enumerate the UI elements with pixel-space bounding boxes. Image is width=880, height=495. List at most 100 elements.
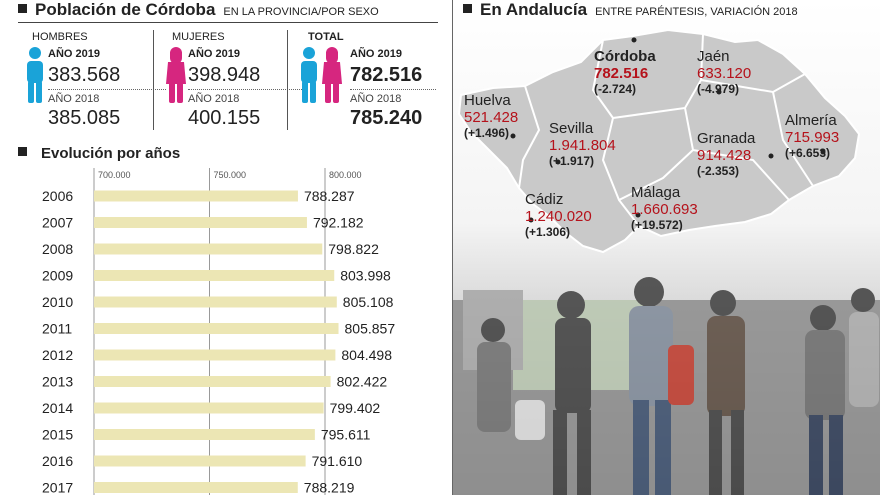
province-name: Málaga [631, 184, 681, 201]
province-name: Almería [785, 112, 837, 129]
province-population: 633.120 [697, 65, 752, 83]
province-population: 1.660.693 [631, 201, 698, 219]
left-header: Población de Córdoba EN LA PROVINCIA/POR … [18, 0, 379, 22]
province-change: (+19.572) [631, 217, 683, 232]
left-title: Población de Córdoba [35, 0, 216, 19]
bar [94, 482, 298, 493]
value-label: 798.822 [328, 241, 379, 257]
province-population: 1.240.020 [525, 208, 592, 226]
bullet-square-icon [18, 147, 27, 156]
bar [94, 243, 323, 255]
province-name: Cádiz [525, 191, 564, 208]
province-granada: Granada 914.428 (-2.353) [697, 130, 755, 178]
hombres-label: HOMBRES [32, 31, 88, 43]
bullet-square-icon [463, 4, 472, 13]
year-label: 2015 [42, 427, 73, 443]
female-person-icon [166, 47, 186, 103]
left-subtitle: EN LA PROVINCIA/POR SEXO [223, 6, 379, 18]
mujeres-label: MUJERES [172, 31, 225, 43]
province-name: Huelva [464, 92, 511, 109]
total-value-2018: 785.240 [350, 107, 423, 129]
value-label: 788.287 [304, 188, 355, 204]
year-label: 2006 [42, 188, 73, 204]
dotted-divider [350, 89, 436, 90]
dotted-divider [48, 89, 166, 90]
province-change: (+1.917) [549, 153, 595, 168]
value-label: 799.402 [330, 400, 381, 416]
stat-hombres: HOMBRES AÑO 2019 383.568 AÑO 2018 385.08… [18, 30, 166, 130]
mujeres-year-2019: AÑO 2019 [188, 48, 240, 60]
province-malaga: Málaga 1.660.693 (+19.572) [631, 184, 698, 232]
province-change: (-2.353) [697, 163, 740, 178]
province-change: (+6.653) [785, 145, 831, 160]
tick-label: 750.000 [214, 170, 247, 180]
bar [94, 323, 339, 334]
province-jaen: Jaén 633.120 (-4.979) [697, 48, 751, 96]
year-label: 2012 [42, 347, 73, 363]
total-label: TOTAL [308, 31, 344, 43]
year-label: 2007 [42, 215, 73, 231]
pedestrians-photo [453, 277, 880, 495]
mujeres-value-2018: 400.155 [188, 107, 261, 129]
bar [94, 217, 307, 228]
value-label: 788.219 [304, 480, 355, 495]
value-label: 803.998 [340, 268, 391, 284]
right-title: En Andalucía [480, 0, 588, 19]
hombres-year-2019: AÑO 2019 [48, 48, 100, 60]
province-population: 914.428 [697, 147, 752, 165]
stat-mujeres: MUJERES AÑO 2019 398.948 AÑO 2018 400.15… [158, 30, 306, 130]
value-label: 792.182 [313, 215, 364, 231]
year-label: 2010 [42, 294, 73, 310]
bullet-square-icon [18, 4, 27, 13]
province-change: (-2.724) [594, 81, 637, 96]
map-pin-icons [510, 37, 826, 223]
tick-label: 700.000 [98, 170, 131, 180]
tick-label: 800.000 [329, 170, 362, 180]
province-change: (+1.496) [464, 125, 510, 140]
total-value-2019: 782.516 [350, 64, 423, 86]
value-label: 804.498 [341, 347, 392, 363]
mujeres-value-2019: 398.948 [188, 64, 261, 86]
andalucia-map [453, 0, 880, 495]
bar [94, 190, 298, 202]
value-label: 805.857 [345, 321, 396, 337]
bar [94, 349, 336, 361]
couple-icon [301, 47, 342, 103]
value-label: 791.610 [312, 453, 363, 469]
province-name: Córdoba [594, 48, 656, 65]
stat-separator [153, 30, 154, 130]
stat-separator [287, 30, 288, 130]
year-label: 2013 [42, 374, 73, 390]
population-bar-chart: 700.000 750.000 800.000 2006 788.287 2007 792.… [42, 168, 396, 495]
province-cordoba: Córdoba 782.516 (-2.724) [594, 48, 656, 96]
right-subtitle: ENTRE PARÉNTESIS, VARIACIÓN 2018 [595, 6, 798, 18]
total-year-2019: AÑO 2019 [350, 48, 402, 60]
hombres-value-2018: 385.085 [48, 107, 121, 129]
year-label: 2011 [42, 321, 72, 337]
male-person-icon [27, 47, 43, 103]
hombres-value-2019: 383.568 [48, 64, 121, 86]
andalucia-panel: En Andalucía ENTRE PARÉNTESIS, VARIACIÓN … [453, 0, 880, 495]
bar [94, 402, 324, 414]
province-change: (+1.306) [525, 224, 571, 239]
province-sevilla: Sevilla 1.941.804 (+1.917) [549, 120, 616, 168]
dotted-divider [188, 89, 306, 90]
province-name: Sevilla [549, 120, 594, 137]
bar [94, 376, 331, 387]
stat-total: TOTAL AÑO 2019 782.516 AÑO 2018 785.240 [294, 30, 444, 130]
province-change: (-4.979) [697, 81, 740, 96]
province-name: Jaén [697, 48, 730, 65]
panel-divider [452, 0, 453, 495]
total-year-2018: AÑO 2018 [350, 93, 402, 105]
province-population: 782.516 [594, 65, 649, 83]
mujeres-year-2018: AÑO 2018 [188, 93, 240, 105]
province-name: Granada [697, 130, 756, 147]
province-population: 1.941.804 [549, 137, 616, 155]
province-huelva: Huelva 521.428 (+1.496) [464, 92, 518, 140]
bar [94, 455, 306, 467]
bar [94, 270, 335, 281]
bar [94, 296, 337, 308]
province-population: 521.428 [464, 109, 519, 127]
year-label: 2009 [42, 268, 73, 284]
chart-title: Evolución por años [18, 145, 180, 162]
